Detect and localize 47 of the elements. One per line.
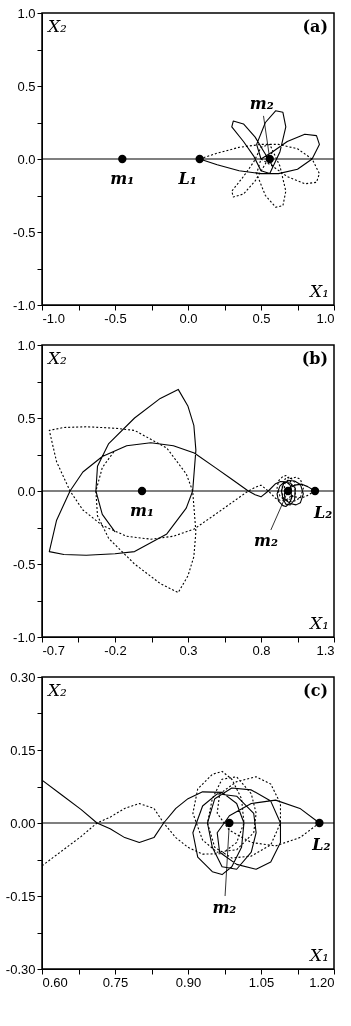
x-tick-label: 0.3 [179, 642, 198, 658]
x-tick-label: 1.05 [248, 974, 275, 990]
y-tick-label: 0.5 [17, 410, 36, 426]
y-tick-label: 1.0 [17, 5, 36, 21]
y-tick-label: 0.30 [10, 669, 36, 685]
annotation: m₁ [110, 169, 135, 188]
x-tick-label: 0.8 [252, 642, 271, 658]
y-tick-label: 0.0 [17, 151, 36, 167]
y-axis-title: X₂ [46, 348, 68, 368]
y-tick-label: 1.0 [17, 337, 36, 353]
y-tick-label: 0.00 [10, 815, 36, 831]
annotation: (c) [303, 681, 328, 700]
y-tick-label: -0.30 [5, 961, 36, 977]
y-tick-label: -0.5 [13, 556, 36, 572]
x-tick-label: 0.5 [252, 310, 271, 326]
annotation: L₁ [177, 169, 197, 188]
y-tick-label: -0.15 [5, 888, 36, 904]
x-tick-label: -0.2 [104, 642, 127, 658]
annotation: (b) [301, 349, 328, 368]
x-tick-label: 0.90 [175, 974, 202, 990]
x-tick-label: -1.0 [42, 310, 65, 326]
y-tick-label: 0.5 [17, 78, 36, 94]
annotation: m₂ [212, 898, 237, 917]
x-axis-title: X₁ [308, 945, 329, 965]
x-tick-label: 0.75 [102, 974, 129, 990]
annotation: m₂ [249, 94, 274, 113]
y-axis-title: X₂ [46, 16, 68, 36]
x-tick-label: 0.60 [42, 974, 68, 990]
annotation: m₁ [130, 501, 154, 520]
y-tick-label: -0.5 [13, 224, 36, 240]
x-tick-label: 1.20 [309, 974, 335, 990]
annotation: m₂ [254, 531, 278, 550]
y-tick-label: 0.15 [10, 742, 36, 758]
annotation: (a) [302, 17, 328, 36]
x-tick-label: 1.3 [316, 642, 335, 658]
x-tick-label: 0.0 [179, 310, 198, 326]
y-tick-label: -1.0 [13, 629, 36, 645]
y-tick-label: -1.0 [13, 297, 36, 313]
y-axis-title: X₂ [46, 680, 68, 700]
annotation: L₂ [312, 503, 333, 522]
x-axis-title: X₁ [308, 281, 329, 301]
x-tick-label: -0.5 [104, 310, 127, 326]
y-tick-label: 0.0 [17, 483, 36, 499]
x-tick-label: 1.0 [316, 310, 335, 326]
x-tick-label: -0.7 [42, 642, 65, 658]
annotation: L₂ [311, 835, 331, 854]
x-axis-title: X₁ [308, 613, 329, 633]
